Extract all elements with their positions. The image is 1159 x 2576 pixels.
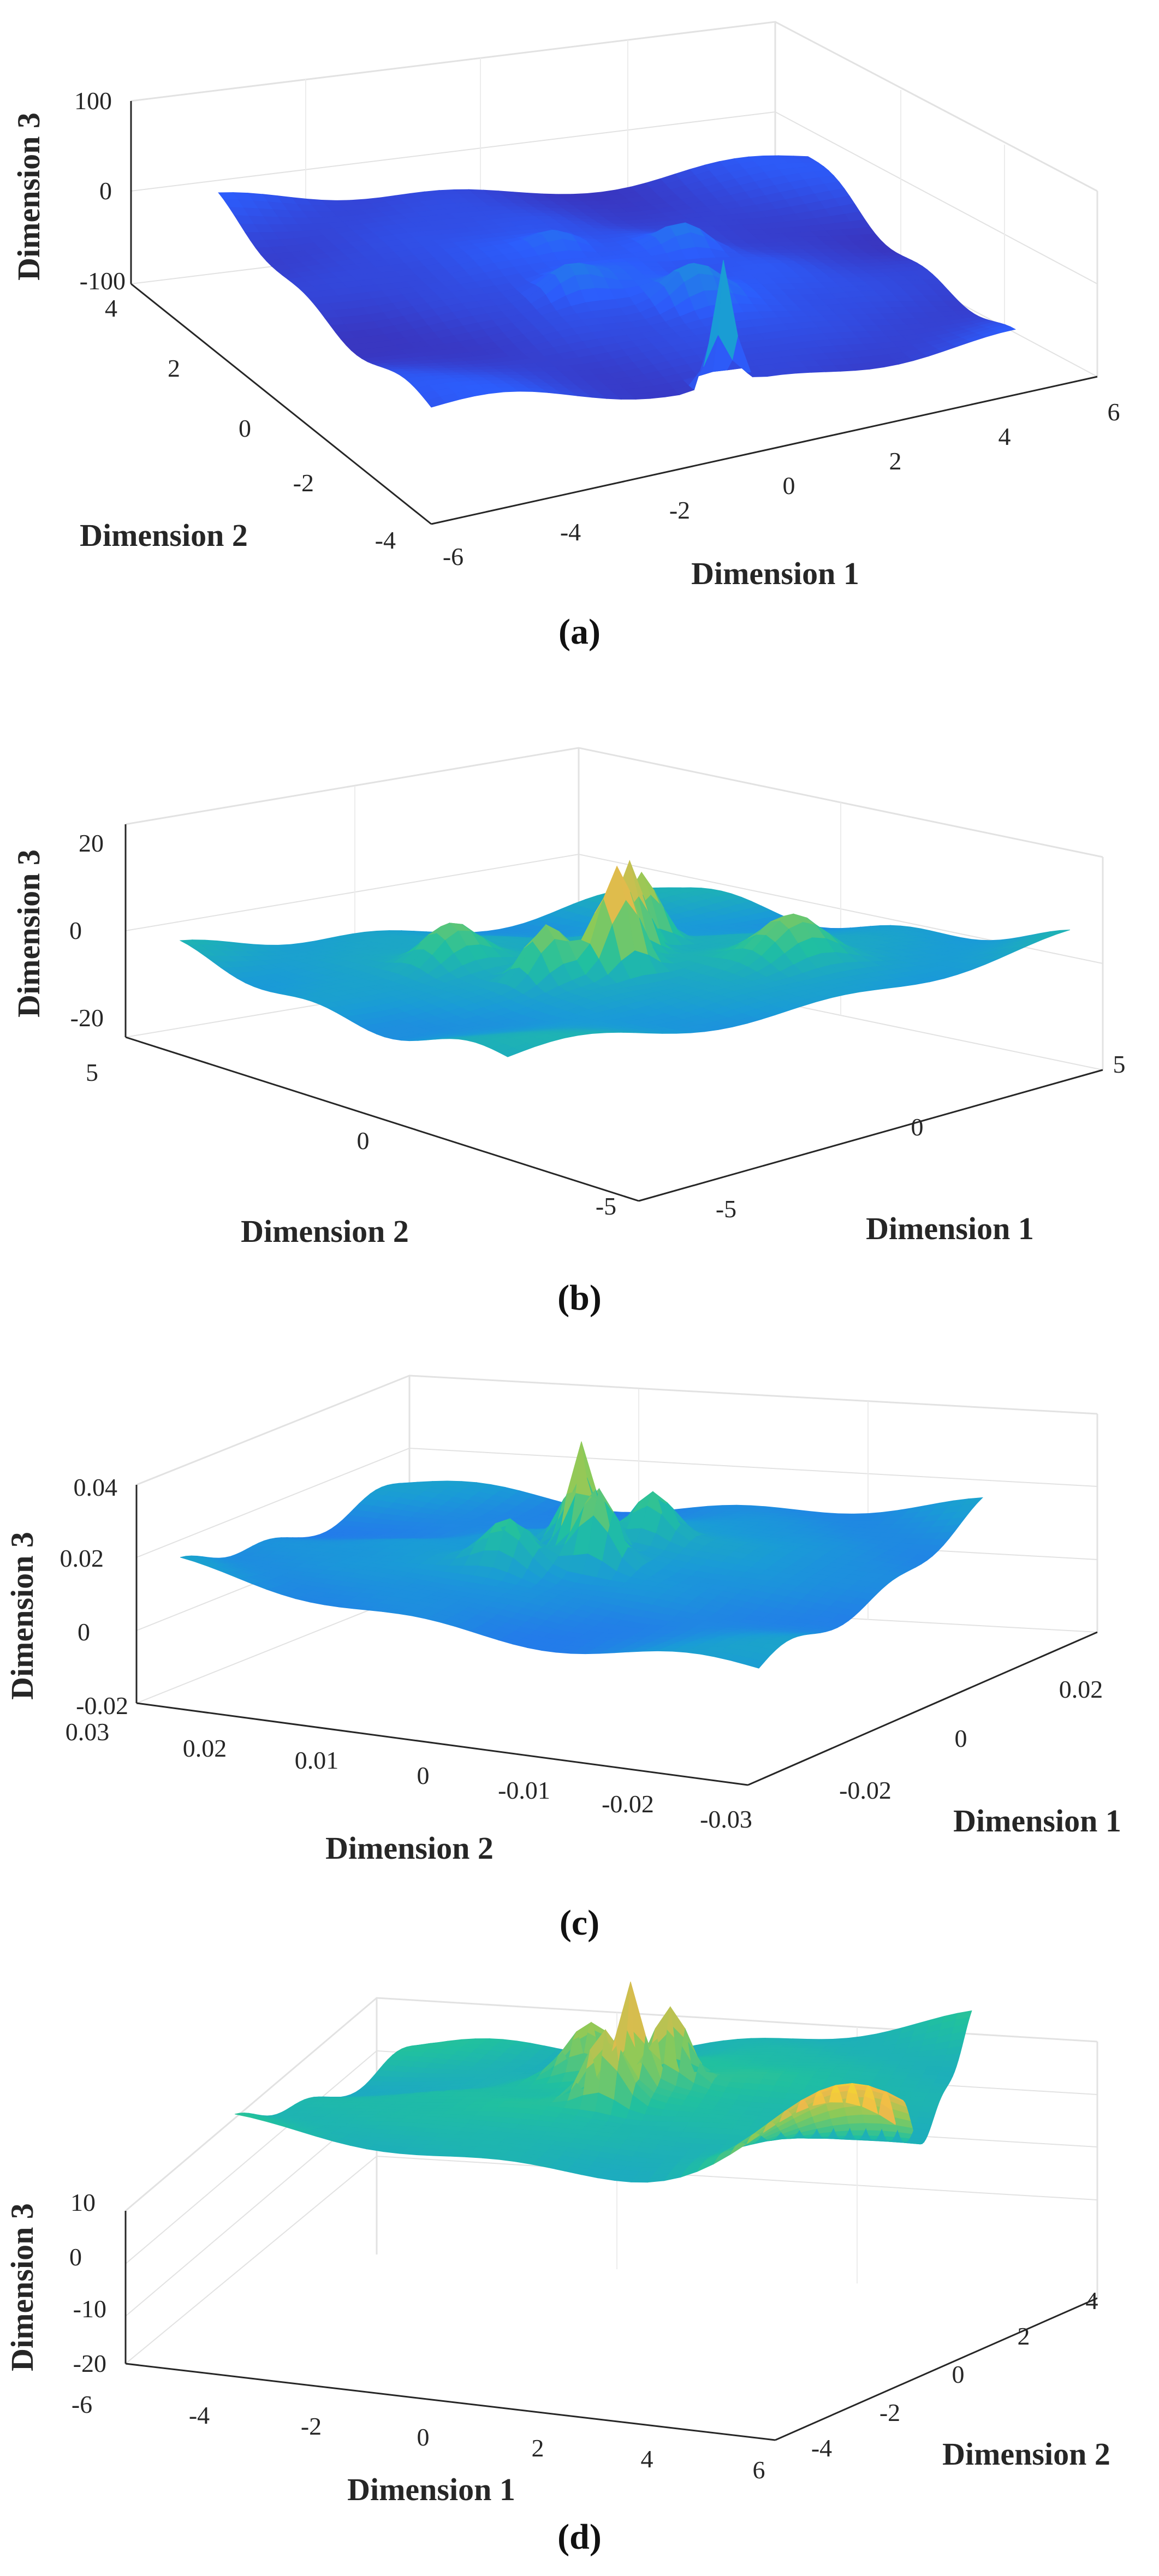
y-tick-c: 0.02 [183, 1734, 227, 1762]
caption-b: (b) [557, 1278, 602, 1318]
panel-d: 10 0 -10 -20 -6 -4 -2 0 2 4 6 -4 -2 0 2 … [0, 1960, 1159, 2576]
panel-a: 100 0 -100 4 2 0 -2 -4 -6 -4 -2 0 2 4 6 … [0, 0, 1159, 671]
surface-d [234, 1982, 972, 2183]
y-tick-a: -2 [293, 469, 314, 497]
chart-a: 100 0 -100 4 2 0 -2 -4 -6 -4 -2 0 2 4 6 … [11, 21, 1120, 591]
surface-b [179, 860, 1071, 1057]
chart-d: 10 0 -10 -20 -6 -4 -2 0 2 4 6 -4 -2 0 2 … [4, 1982, 1110, 2507]
caption-a: (a) [558, 612, 601, 652]
z-tick-a: 0 [99, 177, 112, 205]
y-tick-c: 0 [417, 1762, 430, 1789]
y-label-c: Dimension 2 [325, 1830, 494, 1866]
x-tick-a: -2 [669, 496, 690, 524]
x-tick-c: 0 [955, 1724, 967, 1752]
z-tick-b: 20 [79, 829, 104, 857]
panel-b: 20 0 -20 5 0 -5 -5 0 5 Dimension 3 Dimen… [0, 671, 1159, 1337]
surface-patch [1045, 930, 1071, 936]
x-tick-c: 0.02 [1059, 1675, 1103, 1703]
y-tick-a: 0 [239, 414, 251, 442]
x-tick-a: -4 [560, 518, 581, 546]
surface-patch [962, 1497, 984, 1506]
axes-a [130, 101, 1098, 525]
x-tick-a: 4 [998, 423, 1011, 450]
surface-c [180, 1441, 984, 1669]
chart-c: 0.04 0.02 0 -0.02 0.03 0.02 0.01 0 -0.01… [4, 1375, 1121, 1866]
y-tick-a: 4 [105, 294, 117, 322]
ticks-a: 100 0 -100 4 2 0 -2 -4 -6 -4 -2 0 2 4 6 … [11, 87, 1120, 591]
z-tick-c: 0 [78, 1618, 90, 1646]
x-tick-c: -0.02 [839, 1776, 891, 1804]
z-tick-b: 0 [69, 917, 82, 944]
caption-c: (c) [559, 1903, 600, 1943]
chart-b: 20 0 -20 5 0 -5 -5 0 5 Dimension 3 Dimen… [11, 747, 1126, 1249]
z-label-b: Dimension 3 [11, 849, 46, 1018]
z-label-c: Dimension 3 [4, 1532, 40, 1700]
y-label-b: Dimension 2 [241, 1213, 409, 1249]
y-tick-c: 0.01 [295, 1746, 339, 1774]
y-tick-b: -5 [596, 1192, 616, 1220]
x-tick-a: 2 [889, 447, 902, 475]
x-label-b: Dimension 1 [866, 1211, 1034, 1246]
z-tick-a: -100 [80, 267, 126, 295]
z-tick-b: -20 [70, 1004, 104, 1032]
z-tick-c: 0.04 [74, 1473, 118, 1501]
x-tick-a: 6 [1108, 398, 1120, 426]
z-tick-c: 0.02 [60, 1544, 104, 1572]
ticks-b: 20 0 -20 5 0 -5 -5 0 5 Dimension 3 Dimen… [11, 829, 1126, 1249]
x-tick-b: 5 [1113, 1050, 1126, 1078]
x-label-c: Dimension 1 [953, 1803, 1121, 1839]
x-tick-b: 0 [911, 1113, 924, 1141]
z-tick-a: 100 [74, 87, 112, 115]
y-tick-c: 0.03 [66, 1718, 110, 1746]
y-tick-a: 2 [168, 354, 180, 382]
y-tick-b: 5 [86, 1058, 98, 1086]
grid-b [124, 747, 1104, 1070]
y-tick-c: -0.01 [498, 1776, 550, 1804]
x-tick-a: 0 [783, 472, 795, 499]
surface-patch [995, 326, 1017, 334]
y-tick-b: 0 [357, 1127, 370, 1155]
axes-c [135, 1485, 1098, 1786]
ticks-c: 0.04 0.02 0 -0.02 0.03 0.02 0.01 0 -0.01… [4, 1473, 1121, 1866]
z-tick-c: -0.02 [76, 1692, 128, 1720]
y-tick-c: -0.03 [700, 1805, 752, 1833]
y-tick-c: -0.02 [602, 1790, 654, 1818]
x-tick-a: -6 [443, 543, 463, 570]
panel-c: 0.04 0.02 0 -0.02 0.03 0.02 0.01 0 -0.01… [0, 1337, 1159, 1960]
z-label-a: Dimension 3 [11, 112, 46, 281]
x-label-a: Dimension 1 [691, 556, 859, 591]
axes-b [124, 824, 1103, 1202]
x-tick-b: -5 [716, 1195, 736, 1223]
surface-a [218, 155, 1017, 408]
y-label-a: Dimension 2 [80, 517, 248, 553]
y-tick-a: -4 [375, 526, 396, 554]
